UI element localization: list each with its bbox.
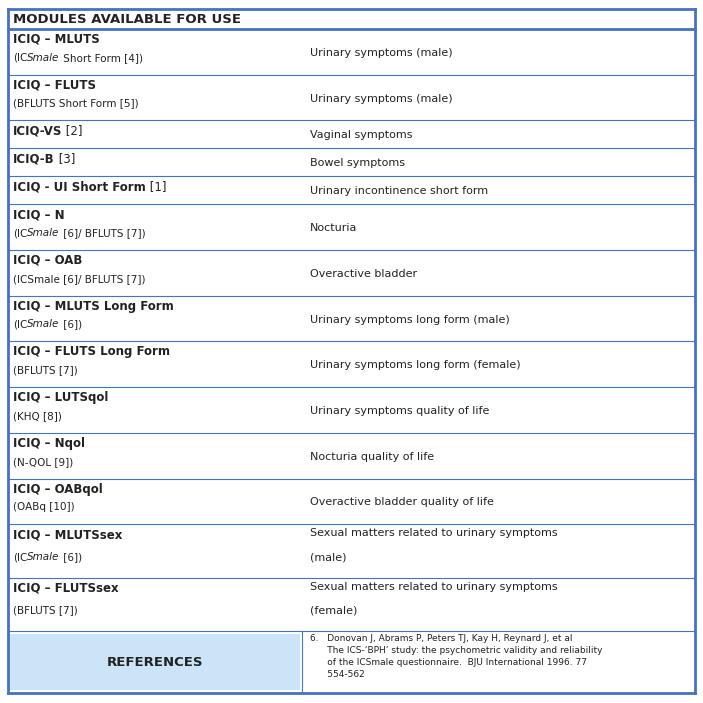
Text: [3]: [3] bbox=[55, 153, 75, 165]
Text: (IC: (IC bbox=[13, 552, 27, 562]
Text: Short Form [4]): Short Form [4]) bbox=[60, 53, 143, 63]
Text: Smale: Smale bbox=[27, 552, 60, 562]
Text: ICIQ - UI Short Form: ICIQ - UI Short Form bbox=[13, 181, 146, 193]
Text: ICIQ – OABqol: ICIQ – OABqol bbox=[13, 482, 103, 496]
Text: Urinary symptoms long form (male): Urinary symptoms long form (male) bbox=[310, 314, 510, 325]
Text: (male): (male) bbox=[310, 552, 347, 562]
Text: (BFLUTS [7]): (BFLUTS [7]) bbox=[13, 605, 78, 615]
Text: ICIQ – LUTSqol: ICIQ – LUTSqol bbox=[13, 391, 108, 404]
Text: [1]: [1] bbox=[146, 181, 166, 193]
Text: (BFLUTS [7]): (BFLUTS [7]) bbox=[13, 365, 78, 375]
Text: (OABq [10]): (OABq [10]) bbox=[13, 503, 75, 512]
Text: (ICSmale [6]/ BFLUTS [7]): (ICSmale [6]/ BFLUTS [7]) bbox=[13, 273, 146, 284]
Text: Smale: Smale bbox=[27, 319, 60, 330]
Text: ICIQ – N: ICIQ – N bbox=[13, 208, 65, 221]
Text: (IC: (IC bbox=[13, 53, 27, 63]
Text: Overactive bladder: Overactive bladder bbox=[310, 269, 417, 279]
Text: ICIQ – MLUTSsex: ICIQ – MLUTSsex bbox=[13, 529, 122, 541]
Text: Bowel symptoms: Bowel symptoms bbox=[310, 158, 405, 168]
Text: Nocturia quality of life: Nocturia quality of life bbox=[310, 452, 434, 462]
FancyBboxPatch shape bbox=[9, 634, 300, 690]
Text: Sexual matters related to urinary symptoms: Sexual matters related to urinary sympto… bbox=[310, 581, 557, 592]
Text: [2]: [2] bbox=[63, 124, 83, 138]
Text: Nocturia: Nocturia bbox=[310, 223, 357, 233]
Text: Urinary symptoms (male): Urinary symptoms (male) bbox=[310, 48, 453, 58]
Text: ICIQ – MLUTS Long Form: ICIQ – MLUTS Long Form bbox=[13, 299, 174, 313]
Text: [6]/ BFLUTS [7]): [6]/ BFLUTS [7]) bbox=[60, 228, 146, 238]
Text: [6]): [6]) bbox=[60, 319, 82, 330]
Text: Urinary symptoms (male): Urinary symptoms (male) bbox=[310, 93, 453, 103]
Text: ICIQ – Nqol: ICIQ – Nqol bbox=[13, 437, 85, 450]
Text: Smale: Smale bbox=[27, 228, 60, 238]
Text: Urinary symptoms quality of life: Urinary symptoms quality of life bbox=[310, 406, 489, 416]
Text: (BFLUTS Short Form [5]): (BFLUTS Short Form [5]) bbox=[13, 98, 138, 108]
Text: 6.   Donovan J, Abrams P, Peters TJ, Kay H, Reynard J, et al
      The ICS-‘BPH’: 6. Donovan J, Abrams P, Peters TJ, Kay H… bbox=[310, 634, 602, 680]
Text: Sexual matters related to urinary symptoms: Sexual matters related to urinary sympto… bbox=[310, 529, 557, 538]
Text: Vaginal symptoms: Vaginal symptoms bbox=[310, 131, 413, 141]
Text: ICIQ – FLUTSsex: ICIQ – FLUTSsex bbox=[13, 581, 119, 595]
Text: ICIQ – FLUTS Long Form: ICIQ – FLUTS Long Form bbox=[13, 345, 170, 359]
Text: ICIQ-B: ICIQ-B bbox=[13, 153, 55, 165]
Text: (IC: (IC bbox=[13, 319, 27, 330]
Text: REFERENCES: REFERENCES bbox=[107, 655, 203, 669]
Text: ICIQ – MLUTS: ICIQ – MLUTS bbox=[13, 33, 100, 46]
Text: Overactive bladder quality of life: Overactive bladder quality of life bbox=[310, 498, 494, 508]
Text: ICIQ – OAB: ICIQ – OAB bbox=[13, 254, 82, 267]
Text: MODULES AVAILABLE FOR USE: MODULES AVAILABLE FOR USE bbox=[13, 13, 241, 26]
Text: (N-QOL [9]): (N-QOL [9]) bbox=[13, 457, 73, 467]
Text: ICIQ – FLUTS: ICIQ – FLUTS bbox=[13, 79, 96, 91]
Text: (KHQ [8]): (KHQ [8]) bbox=[13, 411, 62, 421]
Text: Smale: Smale bbox=[27, 53, 60, 63]
Text: (female): (female) bbox=[310, 605, 357, 615]
Text: Urinary incontinence short form: Urinary incontinence short form bbox=[310, 186, 488, 196]
Text: ICIQ-VS: ICIQ-VS bbox=[13, 124, 63, 138]
Text: (IC: (IC bbox=[13, 228, 27, 238]
Text: [6]): [6]) bbox=[60, 552, 82, 562]
Text: Urinary symptoms long form (female): Urinary symptoms long form (female) bbox=[310, 361, 521, 370]
